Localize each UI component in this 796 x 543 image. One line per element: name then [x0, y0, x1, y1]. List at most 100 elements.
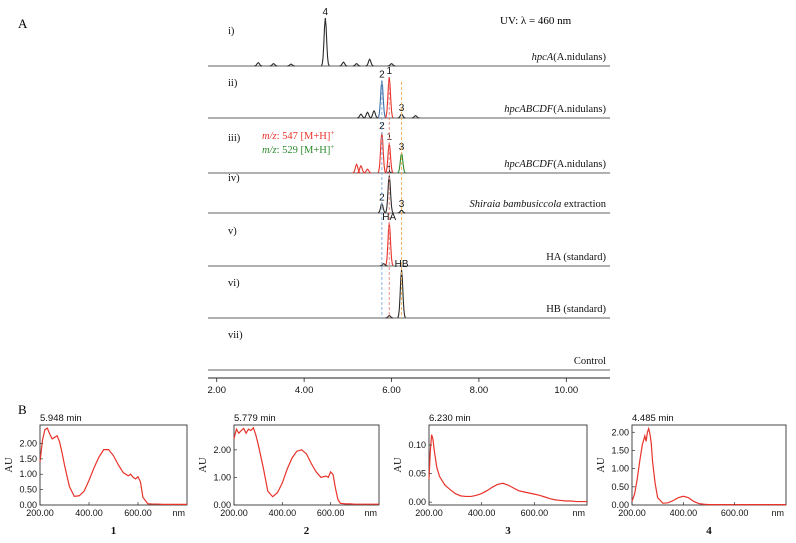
- x-tick-label: 200.00: [415, 508, 443, 518]
- x-tick-label: 6.00: [382, 385, 401, 396]
- mz-symbol: m/z: [262, 131, 277, 142]
- x-tick-label: 4.00: [295, 385, 314, 396]
- chromatogram-trace-3: 213iii)hpcABCDF(A.nidulans)m/z: 547 [M+H…: [208, 121, 610, 174]
- y-tick-label: 1.50: [19, 454, 37, 464]
- y-tick-label: 0.50: [611, 482, 629, 492]
- chromatogram-trace-4: 213iv)Shiraia bambusiccola extraction: [208, 165, 610, 214]
- y-tick-label: 2.00: [19, 438, 37, 448]
- condition-text: HA (standard): [546, 252, 606, 263]
- chromatogram-peak: [339, 61, 348, 67]
- x-axis-label: nm: [364, 508, 377, 518]
- chromatogram-trace-7: vii) Control: [208, 330, 610, 371]
- chromatogram-peak: [357, 113, 365, 119]
- x-axis-label: nm: [572, 508, 585, 518]
- spectrum-frame: [39, 424, 188, 506]
- condition-italic: hpcABCDF: [504, 104, 554, 115]
- x-tick-label: 600.00: [317, 508, 345, 518]
- x-tick-label: 200.00: [220, 508, 248, 518]
- chromatogram-x-axis: 2.00 4.00 6.00 8.00 10.00: [207, 377, 610, 396]
- trace-condition-label: hpcABCDF(A.nidulans): [504, 104, 606, 115]
- x-tick-label: 10.00: [554, 385, 578, 396]
- retention-guide-lines: [381, 82, 403, 318]
- trace-roman-label: i): [228, 26, 235, 37]
- chromatogram-peak: [365, 58, 374, 67]
- x-tick-label: 400.00: [468, 508, 496, 518]
- y-tick-label: 1.00: [213, 472, 231, 482]
- peak-label: 2: [379, 121, 385, 132]
- trace-roman-label: ii): [228, 78, 238, 89]
- mz-charge: +: [330, 143, 334, 151]
- trace-roman-label: vi): [228, 278, 240, 289]
- chromatogram-trace-5: HAv)HA (standard): [208, 212, 610, 267]
- y-tick-label: 0.50: [19, 485, 37, 495]
- chromatogram-peak: [384, 175, 394, 213]
- x-tick-label: 600.00: [124, 508, 152, 518]
- ms-ion-label: m/z: 529 [M+H]+: [262, 143, 334, 156]
- y-axis-label: AU: [4, 457, 15, 473]
- mz-charge: +: [330, 129, 334, 137]
- chromatogram-trace-1: 4 i) hpcA(A.nidulans): [208, 7, 610, 67]
- uv-spectrum-1: 5.948 min 0.00 0.50 1.00 1.50 2.00 200.00 400.0…: [4, 413, 188, 537]
- y-tick-label: 0.05: [408, 469, 426, 479]
- chromatogram-peak: [287, 63, 295, 67]
- chromatogram-peak: [254, 61, 263, 67]
- trace-condition-label: hpcABCDF(A.nidulans): [504, 159, 606, 170]
- trace-condition-label: hpcA(A.nidulans): [532, 52, 607, 63]
- uv-spectrum-3: 6.230 min 0.00 0.05 0.10 200.00 400.00 600.00 A…: [393, 413, 588, 537]
- x-tick-label: 600.00: [721, 508, 749, 518]
- y-tick-label: 2.00: [213, 445, 231, 455]
- peak-label: 1: [386, 66, 392, 77]
- condition-italic: Shiraia bambusiccola: [470, 199, 562, 210]
- uv-spectrum-2: 5.779 min 0.00 1.00 2.00 200.00 400.00 600.00 A…: [198, 413, 380, 537]
- spectrum-retention-time: 5.948 min: [40, 413, 82, 424]
- compound-number: 4: [706, 525, 712, 537]
- x-tick-label: 2.00: [207, 385, 226, 396]
- condition-text: HB (standard): [546, 304, 606, 315]
- x-axis-label: nm: [172, 508, 185, 518]
- chromatogram-peak: [352, 62, 361, 67]
- x-tick-label: 8.00: [470, 385, 489, 396]
- y-tick-label: 0.10: [408, 440, 426, 450]
- trace-condition-label: HB (standard): [546, 304, 606, 315]
- condition-text: Control: [574, 356, 606, 367]
- chromatogram-traces: 4i)hpcA(A.nidulans)213ii)hpcABCDF(A.nidu…: [208, 7, 610, 371]
- chromatogram-peak: [363, 111, 372, 119]
- chromatogram-peak: [387, 62, 396, 67]
- x-tick-label: 600.00: [521, 508, 549, 518]
- y-tick-label: 0.00: [611, 500, 629, 510]
- trace-condition-label: Shiraia bambusiccola extraction: [470, 199, 607, 210]
- y-tick-label: 0.00: [213, 500, 231, 510]
- trace-condition-label: HA (standard): [546, 252, 606, 263]
- spectrum-retention-time: 4.485 min: [632, 413, 674, 424]
- peak-label: 2: [379, 70, 385, 81]
- trace-roman-label: v): [228, 226, 237, 237]
- spectrum-line: [631, 426, 786, 506]
- uv-label: UV: λ = 460 nm: [500, 15, 572, 27]
- mz-symbol: m/z: [262, 145, 277, 156]
- peak-label: 1: [386, 165, 392, 176]
- compound-number: 3: [505, 525, 511, 537]
- chromatogram-peak: [320, 17, 330, 66]
- y-tick-label: 1.00: [19, 469, 37, 479]
- y-tick-label: 1.00: [611, 464, 629, 474]
- x-tick-label: 200.00: [26, 508, 54, 518]
- spectrum-line: [39, 427, 187, 505]
- peak-label: 4: [323, 7, 329, 18]
- chromatogram-peak: [377, 80, 387, 118]
- chromatogram-trace-2: 213ii)hpcABCDF(A.nidulans): [208, 66, 610, 119]
- y-axis-label: AU: [596, 457, 607, 473]
- chromatogram-peak: [397, 209, 406, 214]
- spectrum-frame: [233, 424, 380, 506]
- compound-number: 1: [111, 525, 117, 537]
- trace-roman-label: vii): [228, 330, 243, 341]
- x-tick-label: 400.00: [75, 508, 103, 518]
- trace-roman-label: iii): [228, 133, 241, 144]
- compound-number: 2: [304, 525, 310, 537]
- condition-italic: hpcABCDF: [504, 159, 554, 170]
- spectrum-frame: [631, 424, 787, 506]
- uv-spectra-panels: 5.948 min 0.00 0.50 1.00 1.50 2.00 200.00 400.0…: [4, 413, 787, 537]
- mz-value: : 547 [M+H]: [277, 131, 331, 142]
- condition-italic: hpcA: [532, 52, 554, 63]
- mz-value: : 529 [M+H]: [277, 145, 331, 156]
